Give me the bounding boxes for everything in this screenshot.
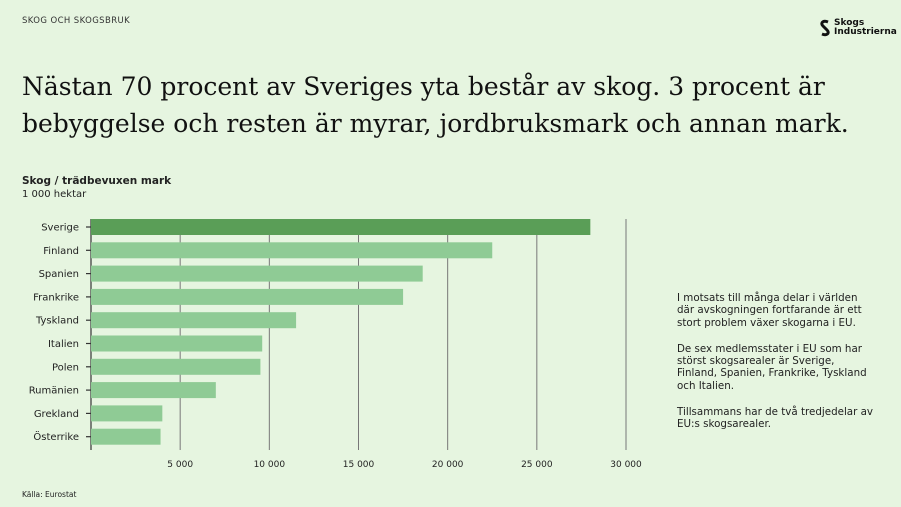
source-note: Källa: Eurostat (22, 490, 77, 499)
bar (91, 242, 493, 259)
bar (91, 428, 161, 445)
category-label: Polen (52, 362, 79, 373)
category-label: Spanien (39, 269, 79, 280)
category-label: Frankrike (33, 292, 79, 303)
side-paragraph: Tillsammans har de två tredjedelar av EU… (677, 406, 874, 431)
logo-text-1: Skogs (834, 18, 865, 28)
bar (91, 288, 404, 305)
x-tick-label: 20 000 (432, 460, 464, 470)
bar (91, 405, 163, 422)
page-title: Nästan 70 procent av Sveriges yta består… (22, 72, 849, 138)
category-label: Grekland (34, 409, 79, 420)
category-label: Finland (43, 246, 79, 257)
bar (91, 358, 261, 375)
bar (91, 219, 591, 235)
bar (91, 382, 216, 399)
logo-icon (820, 19, 830, 37)
category-label: Sverige (41, 223, 79, 234)
side-paragraph: De sex medlemsstater i EU som har störst… (677, 342, 867, 392)
chart-subtitle: 1 000 hektar (22, 189, 87, 200)
side-paragraph: I motsats till många delar i världen där… (677, 292, 862, 329)
side-text: I motsats till många delar i världen där… (677, 292, 877, 445)
category-label: Italien (48, 339, 79, 350)
logo: Skogs Industrierna (818, 19, 897, 37)
x-tick-label: 15 000 (343, 460, 375, 470)
category-label: Rumänien (29, 386, 79, 397)
category-label: Österrike (33, 430, 79, 443)
logo-text-2: Industrierna (834, 27, 897, 37)
category-label: Tyskland (35, 316, 79, 327)
bar (91, 312, 297, 329)
x-tick-label: 10 000 (254, 460, 286, 470)
x-tick-label: 5 000 (167, 460, 193, 470)
x-tick-label: 25 000 (521, 460, 553, 470)
bar-chart: 5 000 10 000 15 000 20 000 25 000 30 000 Sveri… (29, 219, 642, 470)
chart-title: Skog / trädbevuxen mark (22, 175, 172, 187)
section-label: SKOG OCH SKOGSBRUK (22, 16, 131, 26)
bar (91, 335, 263, 352)
x-tick-label: 30 000 (610, 460, 642, 470)
bar (91, 265, 423, 282)
